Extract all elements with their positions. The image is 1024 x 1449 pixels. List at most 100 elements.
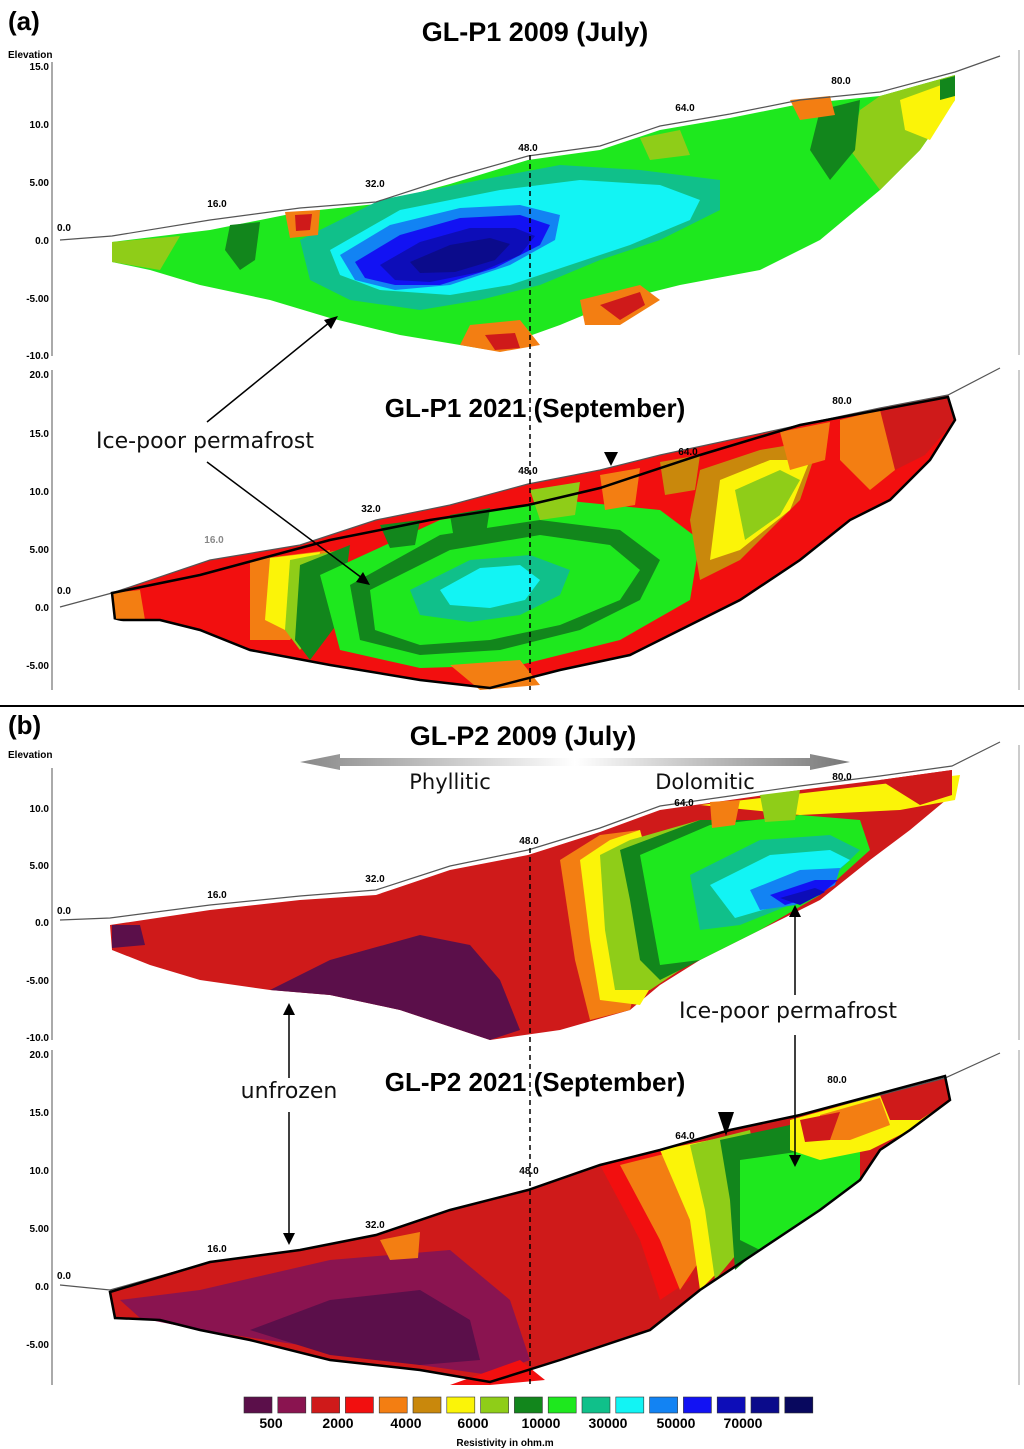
panel-a-bottom-title: GL-P1 2021 (September) (385, 393, 686, 423)
legend-swatch (716, 1396, 746, 1414)
panel-b-elevation-label: Elevation (8, 750, 52, 761)
ytick: 5.00 (30, 545, 50, 556)
lithology-left-label: Phyllitic (409, 770, 491, 794)
distance-label: 32.0 (365, 874, 385, 885)
ytick: 10.0 (30, 487, 50, 498)
legend-swatch (649, 1396, 678, 1414)
ytick: -5.00 (26, 1340, 49, 1351)
legend-swatch (480, 1396, 509, 1414)
panel-a-distance-labels: 0.0 16.0 32.0 48.0 64.0 80.0 0.0 16.0 32… (57, 76, 852, 597)
distance-label: 64.0 (674, 798, 694, 809)
distance-label: 32.0 (361, 504, 381, 515)
ytick: -10.0 (26, 1033, 49, 1044)
legend-swatch (243, 1396, 273, 1414)
section-gl-p1-2009 (59, 55, 1001, 352)
lithology-right-label: Dolomitic (655, 770, 755, 794)
legend-label: 2000 (322, 1415, 353, 1431)
legend-swatch (378, 1396, 408, 1414)
legend-swatch (277, 1396, 307, 1414)
legend-swatch (311, 1396, 340, 1414)
legend-label: 70000 (724, 1415, 763, 1431)
legend-swatch (514, 1396, 543, 1414)
legend-label: 10000 (522, 1415, 561, 1431)
distance-label: 16.0 (204, 535, 224, 546)
legend-labels: 500 2000 4000 6000 10000 30000 50000 700… (259, 1415, 762, 1431)
ytick: 0.0 (35, 1282, 49, 1293)
distance-label: 80.0 (831, 76, 851, 87)
distance-label: 48.0 (519, 836, 539, 847)
legend-label: 50000 (657, 1415, 696, 1431)
panel-b-distance-labels: 0.0 16.0 32.0 48.0 64.0 80.0 0.0 16.0 32… (57, 772, 852, 1282)
ytick: 20.0 (30, 1050, 50, 1061)
legend-swatches (243, 1396, 814, 1414)
legend-swatch (784, 1396, 814, 1414)
legend-swatch (345, 1396, 374, 1414)
ytick: 10.0 (30, 120, 50, 131)
legend-swatch (581, 1396, 611, 1414)
section-gl-p1-2021 (59, 367, 1001, 690)
ytick: 5.00 (30, 178, 50, 189)
distance-label: 32.0 (365, 179, 385, 190)
ytick: -5.00 (26, 976, 49, 987)
ytick: 20.0 (30, 370, 50, 381)
distance-label: 16.0 (207, 199, 227, 210)
distance-label: 32.0 (365, 1220, 385, 1231)
panel-a-elevation-label: Elevation (8, 50, 52, 61)
legend-swatch (683, 1396, 712, 1414)
legend-swatch (615, 1396, 645, 1414)
distance-label: 64.0 (675, 103, 695, 114)
legend-label: 30000 (589, 1415, 628, 1431)
ytick: -5.00 (26, 294, 49, 305)
distance-label: 80.0 (827, 1075, 847, 1086)
panel-b-letter: (b) (8, 710, 41, 740)
ytick: -10.0 (26, 351, 49, 362)
distance-label: 0.0 (57, 223, 71, 234)
ytick: 15.0 (30, 1108, 50, 1119)
panel-b-bottom-title: GL-P2 2021 (September) (385, 1067, 686, 1097)
panel-a-bottom-yticks: 20.0 15.0 10.0 5.00 0.0 -5.00 (26, 370, 49, 672)
distance-label: 48.0 (518, 143, 538, 154)
panel-a: (a) Elevation 15.0 10.0 5.00 0.0 -5.00 -… (8, 6, 1020, 690)
panel-b-ice-annotation: Ice-poor permafrost (679, 999, 897, 1024)
legend-title: Resistivity in ohm.m (456, 1438, 553, 1449)
panel-a-letter: (a) (8, 6, 40, 36)
panel-b-bottom-yticks: 20.0 15.0 10.0 5.00 0.0 -5.00 (26, 1050, 49, 1351)
ytick: 0.0 (35, 918, 49, 929)
legend-swatch (547, 1396, 577, 1414)
ytick: 10.0 (30, 1166, 50, 1177)
panel-b-top-title: GL-P2 2009 (July) (410, 721, 637, 751)
distance-label: 0.0 (57, 906, 71, 917)
distance-label: 0.0 (57, 1271, 71, 1282)
distance-label: 0.0 (57, 586, 71, 597)
legend-label: 4000 (390, 1415, 421, 1431)
distance-label: 16.0 (207, 890, 227, 901)
panel-b: (b) Elevation 10.0 5.00 0.0 -5.00 -10.0 … (8, 710, 1020, 1385)
panel-b-top-yticks: 10.0 5.00 0.0 -5.00 -10.0 (26, 804, 49, 1044)
ytick: 10.0 (30, 804, 50, 815)
ytick: -5.00 (26, 661, 49, 672)
lithology-arrow: Phyllitic Dolomitic (300, 754, 850, 794)
ytick: 15.0 (30, 62, 50, 73)
distance-label: 48.0 (518, 466, 538, 477)
resistivity-legend: 500 2000 4000 6000 10000 30000 50000 700… (243, 1396, 814, 1449)
ytick: 15.0 (30, 429, 50, 440)
ytick: 5.00 (30, 1224, 50, 1235)
legend-label: 6000 (457, 1415, 488, 1431)
legend-swatch (446, 1396, 476, 1414)
distance-label: 64.0 (675, 1131, 695, 1142)
ytick: 0.0 (35, 603, 49, 614)
panel-a-top-title: GL-P1 2009 (July) (422, 17, 649, 47)
distance-label: 80.0 (832, 396, 852, 407)
distance-label: 80.0 (832, 772, 852, 783)
panel-a-ice-annotation: Ice-poor permafrost (96, 429, 314, 454)
legend-swatch (750, 1396, 780, 1414)
ytick: 0.0 (35, 236, 49, 247)
section-gl-p2-2009 (59, 741, 1001, 1040)
distance-label: 16.0 (207, 1244, 227, 1255)
distance-label: 48.0 (519, 1166, 539, 1177)
panel-b-unfrozen-annotation: unfrozen (241, 1079, 338, 1104)
legend-swatch (412, 1396, 442, 1414)
ytick: 5.00 (30, 861, 50, 872)
panel-a-top-yticks: 15.0 10.0 5.00 0.0 -5.00 -10.0 (26, 62, 49, 362)
